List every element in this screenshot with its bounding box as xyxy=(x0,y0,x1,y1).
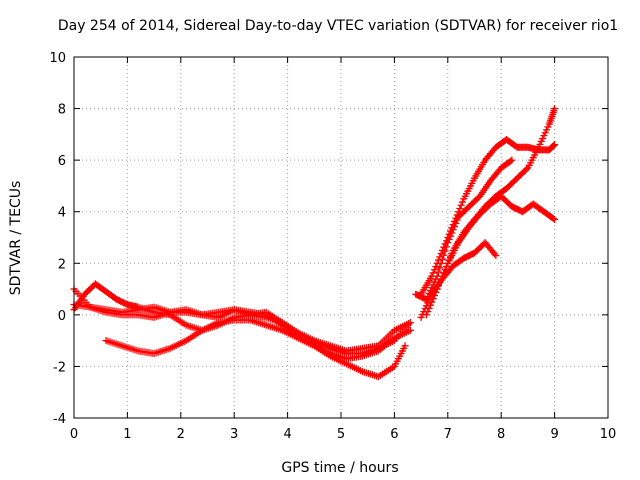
plus-point xyxy=(444,239,452,247)
plus-point xyxy=(430,266,438,274)
plus-point xyxy=(448,229,456,237)
plus-point xyxy=(452,219,460,227)
plus-point xyxy=(442,263,450,271)
plus-point xyxy=(458,198,466,206)
x-tick-label: 7 xyxy=(444,427,452,442)
plus-point xyxy=(507,157,515,165)
x-tick-label: 1 xyxy=(123,427,131,442)
x-tick-label: 9 xyxy=(550,427,558,442)
plus-point xyxy=(401,342,409,350)
plus-point xyxy=(433,272,441,280)
axes: 0 1 2 3 4 5 6 7 8 9 10 -4 -2 0 2 4 6 8 10 xyxy=(49,51,616,442)
series-track-h xyxy=(417,239,500,321)
y-tick-label: -2 xyxy=(53,360,66,375)
y-tick-label: 2 xyxy=(58,257,66,272)
plus-point xyxy=(434,268,442,276)
x-tick-label: 2 xyxy=(177,427,185,442)
x-tick-label: 10 xyxy=(600,427,617,442)
x-axis-title: GPS time / hours xyxy=(281,460,398,476)
plus-point xyxy=(406,319,414,327)
plus-point xyxy=(551,141,559,149)
x-tick-label: 6 xyxy=(390,427,398,442)
plus-point xyxy=(492,252,500,260)
plus-point xyxy=(450,223,458,231)
series-track-e xyxy=(417,136,559,298)
plus-point xyxy=(406,326,414,334)
plus-point xyxy=(549,214,557,222)
plus-point xyxy=(437,260,445,268)
plus-point xyxy=(441,247,449,255)
plus-point xyxy=(491,250,499,258)
plus-point xyxy=(440,251,448,259)
plus-point xyxy=(432,263,440,271)
series-track-i xyxy=(412,156,516,303)
y-tick-label: 8 xyxy=(58,103,66,118)
plot-area xyxy=(70,105,559,381)
plus-point xyxy=(442,243,450,251)
plus-point xyxy=(551,105,559,113)
plus-point xyxy=(449,226,457,234)
plus-point xyxy=(445,235,453,243)
plus-point xyxy=(429,269,437,277)
x-tick-label: 3 xyxy=(230,427,238,442)
plus-point xyxy=(508,156,516,164)
x-tick-label: 0 xyxy=(70,427,78,442)
y-tick-label: 0 xyxy=(58,309,66,324)
x-tick-label: 8 xyxy=(497,427,505,442)
plus-point xyxy=(456,204,464,212)
plus-point xyxy=(551,215,559,223)
plus-point xyxy=(438,255,446,263)
y-tick-label: -4 xyxy=(53,412,66,427)
y-tick-label: 10 xyxy=(49,51,66,66)
plus-point xyxy=(523,165,531,173)
y-axis-title: SDTVAR / TECUs xyxy=(8,181,24,296)
y-tick-label: 4 xyxy=(58,206,66,221)
plus-point xyxy=(453,216,461,224)
x-tick-label: 5 xyxy=(337,427,345,442)
plus-point xyxy=(457,201,465,209)
series-track-d xyxy=(102,316,409,381)
y-tick-label: 6 xyxy=(58,154,66,169)
series-track-g xyxy=(422,192,559,319)
chart-title: Day 254 of 2014, Sidereal Day-to-day VTE… xyxy=(58,18,618,34)
plus-point xyxy=(446,232,454,240)
x-tick-label: 4 xyxy=(283,427,291,442)
plus-point xyxy=(436,264,444,272)
